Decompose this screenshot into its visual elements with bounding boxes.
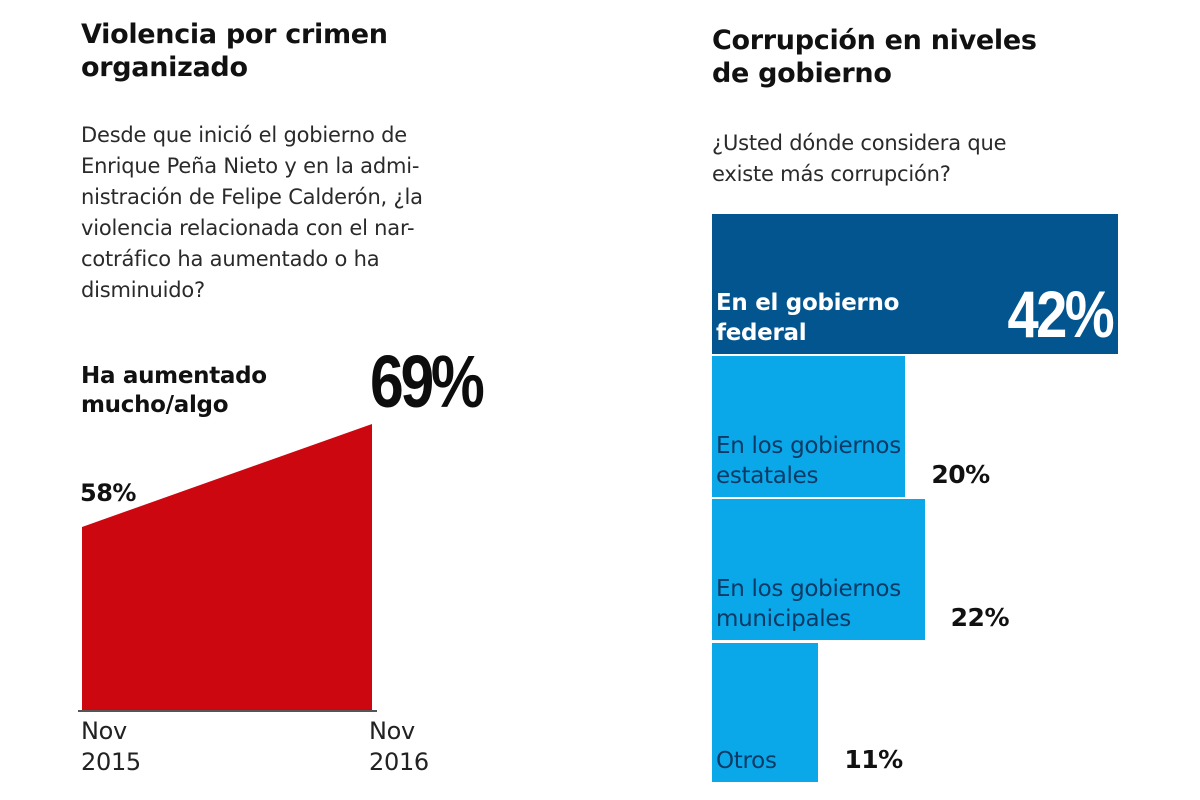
bar-category-label-line: municipales: [716, 606, 851, 632]
bar-category-label: En los gobiernos estatales: [716, 431, 901, 491]
series-label-line: mucho/algo: [81, 392, 229, 418]
x-tick-year: 2015: [81, 748, 141, 776]
bar-category-label-line: En los gobiernos: [716, 433, 901, 459]
right-chart-panel: Corrupción en niveles de gobierno ¿Usted…: [600, 0, 1200, 800]
start-value-label: 58%: [80, 479, 136, 507]
bar-category-label: Otros: [716, 746, 777, 776]
bar-value-label: 11%: [844, 745, 903, 774]
left-chart-title: Violencia por crimen organizado: [81, 19, 388, 83]
series-label-line: Ha aumentado: [81, 363, 267, 389]
x-tick-month: Nov: [369, 717, 415, 745]
question-line: cotráfico ha aumentado o ha: [81, 247, 380, 271]
left-chart-panel: Violencia por crimen organizado Desde qu…: [78, 19, 501, 778]
x-tick-label-start: Nov 2015: [81, 716, 141, 778]
bar-value-label: 22%: [950, 603, 1010, 632]
bar-category-label-line: En los gobiernos: [716, 576, 901, 602]
x-tick-year: 2016: [369, 748, 429, 776]
question-line: nistración de Felipe Calderón, ¿la: [81, 185, 423, 209]
bar-2: [712, 356, 906, 497]
bar-value-label: 20%: [931, 460, 990, 489]
left-chart-question: Desde que inició el gobierno de Enrique …: [81, 120, 501, 306]
bar-category-label-line: federal: [716, 320, 807, 346]
area-series-fill: [82, 424, 372, 710]
question-line: Enrique Peña Nieto y en la admi-: [81, 154, 420, 178]
bar-category-label-line: estatales: [716, 463, 819, 489]
right-chart-question: ¿Usted dónde considera que existe más co…: [712, 128, 1132, 190]
bar-4: [712, 643, 819, 782]
end-value-label: 69%: [370, 340, 485, 423]
bar-category-label: En los gobiernos municipales: [716, 574, 901, 634]
bar-category-label-line: Otros: [716, 748, 777, 774]
bar-3: [712, 499, 925, 640]
question-line: violencia relacionada con el nar-: [81, 216, 415, 240]
question-line: existe más corrupción?: [712, 162, 951, 186]
right-chart-title: Corrupción en niveles de gobierno: [712, 24, 1112, 90]
title-line: Corrupción en niveles: [712, 25, 1037, 56]
area-chart: [78, 424, 377, 712]
bar-category-label: En el gobierno federal: [716, 288, 899, 348]
question-line: ¿Usted dónde considera que: [712, 131, 1007, 155]
bar-value-label: 42%: [1007, 277, 1114, 351]
title-line: de gobierno: [712, 58, 892, 89]
bar-1: [712, 214, 1118, 354]
question-line: Desde que inició el gobierno de: [81, 123, 407, 147]
series-label: Ha aumentado mucho/algo: [81, 362, 341, 420]
bar-category-label-line: En el gobierno: [716, 290, 900, 316]
x-tick-month: Nov: [81, 717, 127, 745]
question-line: disminuido?: [81, 278, 205, 302]
x-tick-label-end: Nov 2016: [369, 716, 429, 778]
